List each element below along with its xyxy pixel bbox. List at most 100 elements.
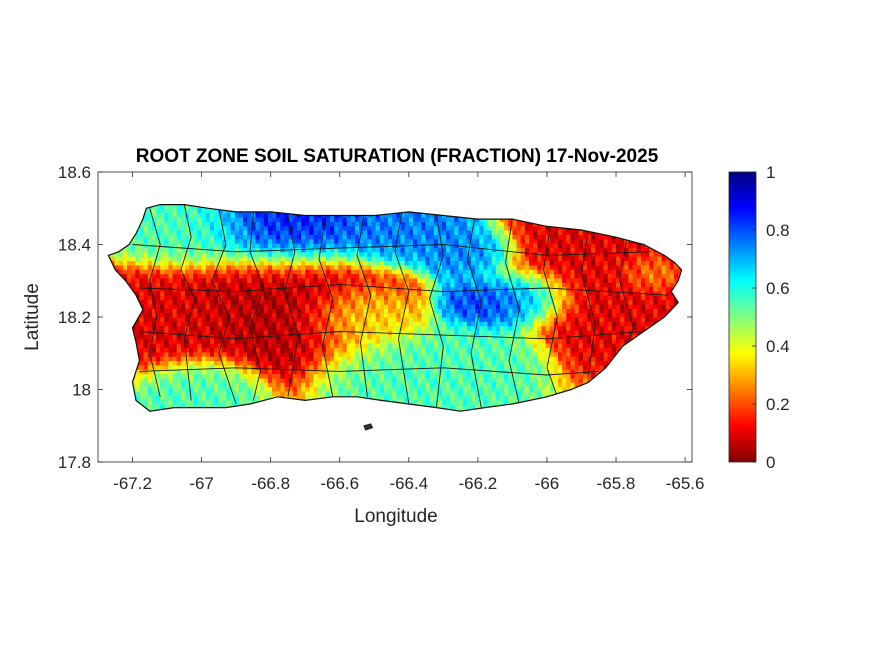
field-cell bbox=[172, 351, 178, 357]
field-cell bbox=[301, 351, 306, 357]
field-cell bbox=[214, 317, 219, 322]
field-cell bbox=[412, 369, 418, 375]
field-cell bbox=[342, 290, 348, 296]
field-cell bbox=[313, 321, 319, 327]
field-cell bbox=[325, 364, 331, 370]
field-cell bbox=[371, 369, 377, 375]
field-cell bbox=[234, 303, 240, 309]
field-cell bbox=[363, 321, 368, 327]
field-cell bbox=[156, 317, 161, 322]
field-cell bbox=[214, 338, 219, 344]
field-cell bbox=[334, 256, 339, 262]
field-cell bbox=[421, 290, 426, 296]
field-cell bbox=[354, 247, 360, 253]
field-cell bbox=[226, 386, 232, 392]
field-cell bbox=[363, 273, 368, 279]
field-cell bbox=[396, 364, 402, 370]
field-cell bbox=[421, 317, 426, 322]
field-cell bbox=[301, 347, 306, 353]
field-cell bbox=[367, 373, 373, 379]
field-cell bbox=[176, 303, 182, 309]
field-cell bbox=[330, 347, 335, 353]
field-cell bbox=[450, 404, 455, 409]
field-cell bbox=[425, 269, 431, 275]
field-cell bbox=[421, 399, 426, 405]
field-cell bbox=[164, 290, 170, 296]
field-cell bbox=[425, 243, 431, 248]
field-cell bbox=[441, 225, 447, 231]
field-cell bbox=[263, 308, 269, 314]
field-cell bbox=[284, 260, 290, 266]
field-cell bbox=[288, 343, 294, 349]
field-cell bbox=[156, 216, 161, 222]
field-cell bbox=[164, 399, 170, 405]
field-cell bbox=[292, 386, 298, 392]
field-cell bbox=[209, 230, 215, 235]
field-cell bbox=[127, 256, 132, 262]
field-cell bbox=[475, 338, 480, 344]
field-cell bbox=[180, 356, 186, 362]
field-cell bbox=[164, 221, 170, 227]
field-cell bbox=[234, 360, 240, 366]
field-cell bbox=[255, 277, 261, 283]
field-cell bbox=[280, 308, 286, 314]
field-cell bbox=[280, 390, 286, 396]
field-cell bbox=[359, 269, 364, 275]
field-cell bbox=[325, 308, 331, 314]
field-cell bbox=[222, 347, 228, 353]
field-cell bbox=[272, 225, 277, 231]
field-cell bbox=[243, 386, 248, 392]
field-cell bbox=[425, 347, 431, 353]
field-cell bbox=[193, 216, 199, 222]
field-cell bbox=[259, 390, 265, 396]
field-cell bbox=[454, 317, 460, 322]
field-cell bbox=[383, 334, 389, 340]
field-cell bbox=[354, 312, 360, 318]
field-cell bbox=[392, 243, 397, 248]
field-cell bbox=[272, 317, 277, 322]
field-cell bbox=[325, 325, 331, 331]
field-cell bbox=[201, 264, 207, 270]
field-cell bbox=[396, 277, 402, 283]
field-cell bbox=[234, 317, 240, 322]
field-cell bbox=[218, 282, 223, 288]
field-cell bbox=[292, 290, 298, 296]
field-cell bbox=[462, 290, 468, 296]
field-cell bbox=[251, 364, 257, 370]
field-cell bbox=[354, 282, 360, 288]
field-cell bbox=[301, 312, 306, 318]
field-cell bbox=[168, 225, 174, 231]
field-cell bbox=[354, 221, 360, 227]
field-cell bbox=[226, 212, 232, 218]
field-cell bbox=[305, 334, 310, 340]
field-cell bbox=[263, 299, 269, 305]
field-cell bbox=[160, 208, 165, 214]
field-cell bbox=[238, 334, 244, 340]
field-cell bbox=[288, 256, 294, 262]
field-cell bbox=[383, 238, 389, 244]
field-cell bbox=[404, 212, 410, 218]
field-cell bbox=[417, 364, 422, 370]
field-cell bbox=[172, 343, 178, 349]
field-cell bbox=[234, 386, 240, 392]
field-cell bbox=[446, 312, 451, 318]
field-cell bbox=[259, 243, 265, 248]
field-cell bbox=[139, 264, 145, 270]
field-cell bbox=[462, 369, 468, 375]
field-cell bbox=[156, 373, 161, 379]
field-cell bbox=[263, 269, 269, 275]
field-cell bbox=[226, 277, 232, 283]
field-cell bbox=[417, 295, 422, 301]
field-cell bbox=[454, 308, 460, 314]
field-cell bbox=[383, 277, 389, 283]
field-cell bbox=[147, 256, 153, 262]
field-cell bbox=[280, 286, 286, 292]
field-cell bbox=[462, 390, 468, 396]
field-cell bbox=[292, 338, 298, 344]
field-cell bbox=[313, 351, 319, 357]
field-cell bbox=[284, 303, 290, 309]
field-cell bbox=[214, 238, 219, 244]
field-cell bbox=[309, 273, 315, 279]
field-cell bbox=[251, 360, 257, 366]
field-cell bbox=[151, 225, 157, 231]
